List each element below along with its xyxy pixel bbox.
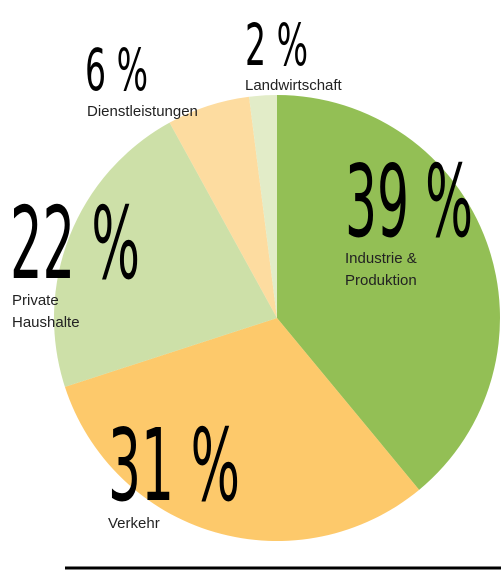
category-label: Private Haushalte [12,292,80,331]
pie-slice [64,318,420,541]
category-label: Landwirtschaft [245,77,342,94]
pie-slice [249,95,277,318]
value-label: 6 % [85,36,148,104]
category-label: Industrie & Produktion [345,250,417,289]
value-label: 31 % [108,407,240,524]
value-label: 2 % [245,11,308,79]
category-label: Verkehr [108,515,160,532]
pie-slice [169,96,277,318]
value-label: 22 % [10,185,140,302]
value-label: 39 % [345,143,473,260]
pie-slice [277,95,501,490]
pie-slice [53,122,277,387]
category-label: Dienstleistungen [87,103,198,120]
